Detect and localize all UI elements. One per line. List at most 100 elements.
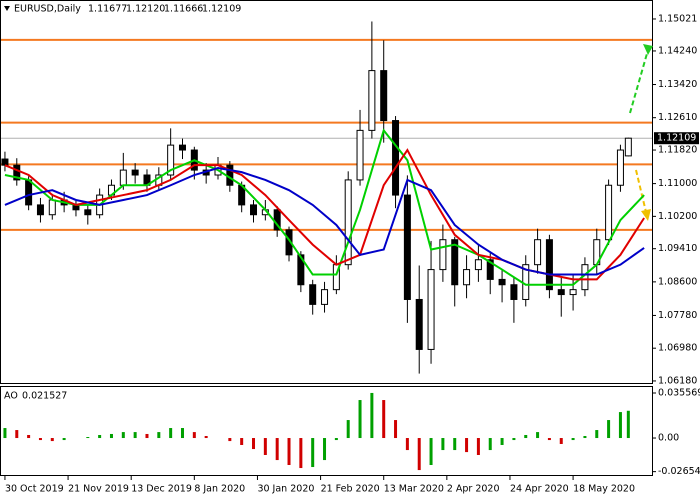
ao-bar (38, 438, 42, 441)
candle-body (510, 284, 518, 300)
indicator-line (4, 167, 645, 276)
ao-bar (571, 438, 575, 441)
ao-bar (109, 433, 113, 439)
ao-bar (512, 438, 516, 441)
ao-bar (500, 438, 504, 445)
candle-body (616, 149, 624, 186)
candle-body (605, 184, 613, 241)
ao-bar (157, 432, 161, 439)
ao-bar (334, 438, 338, 441)
ao-bar (27, 434, 31, 439)
candle-body (380, 70, 388, 122)
ao-pane (0, 386, 653, 476)
ao-bar (607, 420, 611, 439)
ao-bar (583, 436, 587, 439)
ao-bar (169, 428, 173, 439)
ao-bar (311, 438, 315, 468)
candle-body (36, 204, 44, 216)
ao-bar (417, 438, 421, 471)
ao-bar (50, 438, 54, 442)
ao-bar (346, 420, 350, 439)
x-tick-label: 13 Dec 2019 (131, 484, 192, 495)
ao-bar (618, 412, 622, 439)
ao-bar (3, 428, 7, 439)
forecast-arrow (629, 49, 649, 114)
y-tick-label: 1.11000 (658, 178, 697, 189)
forecast-arrow (635, 169, 647, 213)
candle-body (403, 194, 411, 300)
candle-body (415, 298, 423, 350)
candle-body (451, 239, 459, 286)
candle-body (368, 70, 376, 131)
ao-bar (287, 438, 291, 465)
x-tick-label: 8 Jan 2020 (194, 484, 245, 495)
candle-body (392, 120, 400, 196)
ao-bar (98, 434, 102, 439)
ao-bar (626, 410, 630, 439)
quote-value: 1.12109 (202, 4, 241, 15)
y-tick-label: 1.15021 (658, 13, 697, 24)
quote-value: 1.11677 (88, 4, 127, 15)
candle-body (486, 259, 494, 280)
ao-bar (394, 420, 398, 439)
ao-bar (476, 438, 480, 455)
candle-body (534, 239, 542, 266)
x-tick-label: 30 Jan 2020 (257, 484, 314, 495)
forecast-arrow-head (643, 44, 653, 55)
ao-bar (145, 433, 149, 439)
ao-bar (547, 438, 551, 441)
y-tick-label: 1.14240 (658, 45, 697, 56)
ao-bar (453, 438, 457, 451)
quote-value: 1.12120 (126, 4, 165, 15)
x-tick-label: 2 Apr 2020 (447, 484, 500, 495)
y-tick-label: 0.00 (658, 433, 679, 444)
symbol-icon (4, 6, 10, 11)
ao-bar (595, 430, 599, 439)
y-tick-label: 0.035569 (658, 387, 700, 398)
indicator-line (4, 128, 645, 286)
symbol-title: EURUSD,Daily (14, 4, 81, 15)
ao-bar (62, 438, 66, 441)
candle-body (321, 289, 329, 305)
ao-bar (192, 432, 196, 439)
ao-bar (121, 432, 125, 439)
candle-body (557, 289, 565, 296)
ao-bar (441, 438, 445, 451)
candle-body (25, 179, 33, 206)
x-tick-label: 21 Nov 2019 (68, 484, 129, 495)
candle-body (48, 199, 56, 216)
ao-bar (204, 436, 208, 439)
candle-body (439, 239, 447, 271)
y-tick-label: 1.10200 (658, 211, 697, 222)
ao-bar (263, 438, 267, 455)
ao-bar (370, 392, 374, 439)
ao-bar (299, 438, 303, 469)
candle-body (1, 158, 9, 166)
ao-bar (488, 438, 492, 451)
x-tick-label: 30 Oct 2019 (5, 484, 64, 495)
ao-bar (275, 438, 279, 461)
candle-body (356, 129, 364, 181)
candle-body (297, 254, 305, 286)
candle-body (498, 278, 506, 286)
ao-bar (252, 438, 256, 450)
y-tick-label: 1.06980 (658, 343, 697, 354)
ao-bar (180, 428, 184, 439)
candle-body (131, 169, 139, 176)
x-tick-label: 21 Feb 2020 (321, 484, 380, 495)
ao-bar (465, 438, 469, 453)
ao-bar (228, 438, 232, 442)
ao-bar (382, 400, 386, 439)
last-price-box (654, 132, 699, 145)
y-tick-label: 1.06180 (658, 375, 697, 386)
ao-bar (86, 437, 90, 439)
forecast-arrow-head (641, 209, 651, 221)
x-tick-label: 24 Apr 2020 (510, 484, 569, 495)
x-tick-label: 18 May 2020 (573, 484, 635, 495)
y-tick-label: 1.12610 (658, 112, 697, 123)
y-tick-label: 1.13420 (658, 79, 697, 90)
ao-bar (429, 438, 433, 465)
